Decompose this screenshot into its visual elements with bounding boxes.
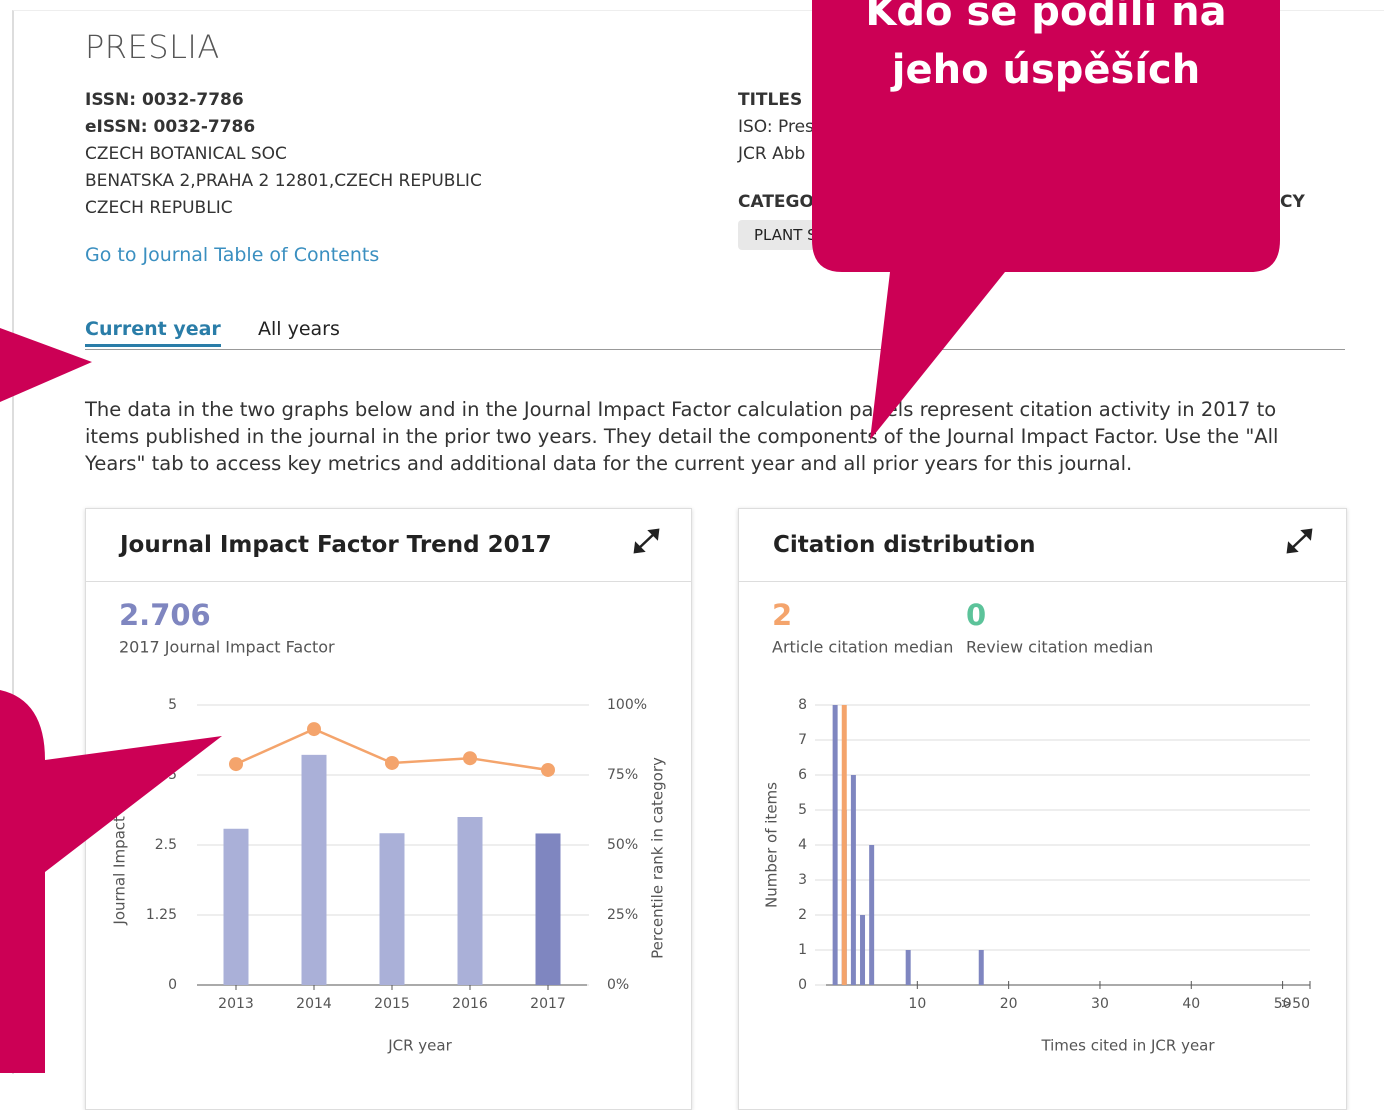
page: PRESLIA ISSN: 0032-7786 eISSN: 0032-7786… xyxy=(0,0,1384,1073)
callout-text: jeho úspěších xyxy=(890,47,1200,93)
callout-text: Kdo se podílí na xyxy=(865,0,1226,35)
callout xyxy=(0,328,92,402)
callouts: Kdo se podílí na jeho úspěších xyxy=(0,0,1384,1073)
callout xyxy=(0,690,222,1073)
